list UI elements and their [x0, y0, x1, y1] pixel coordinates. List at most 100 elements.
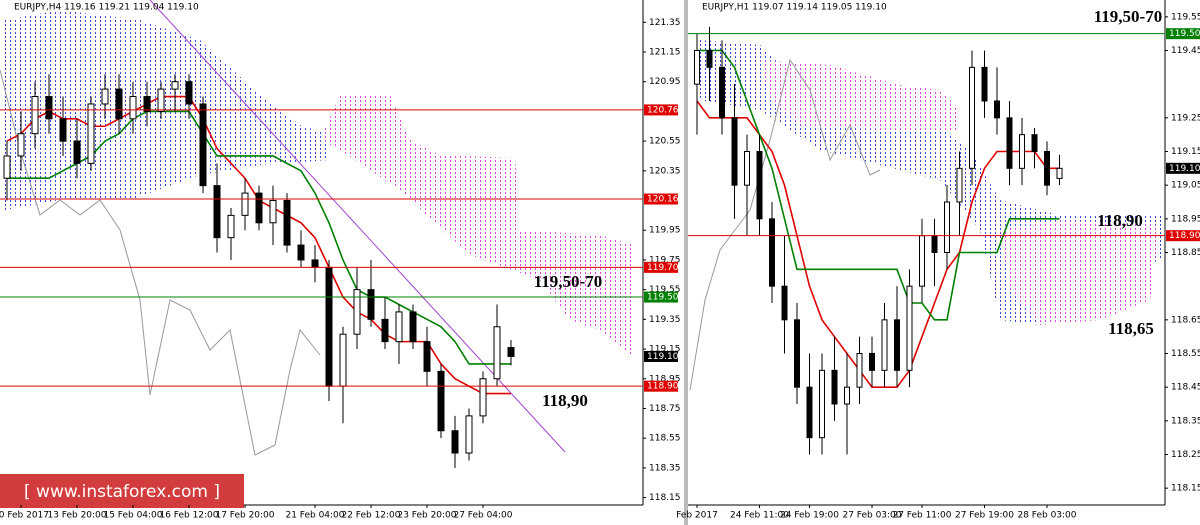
- y-tick-label: 118.65: [1171, 315, 1200, 325]
- indicator-line: [697, 49, 1060, 321]
- candle-body: [381, 318, 389, 343]
- candle-body: [781, 285, 788, 321]
- candle-body: [919, 235, 925, 287]
- y-tick-label: 118.55: [1171, 349, 1200, 359]
- level-label: 118.90: [647, 382, 679, 392]
- candle-body: [944, 201, 950, 253]
- candle-body: [199, 103, 207, 187]
- lagging-line: [689, 58, 881, 391]
- level-label: 119.70: [647, 263, 679, 273]
- y-tick-label: 118.55: [649, 434, 681, 444]
- y-tick-label: 118.75: [649, 404, 681, 414]
- level-label: 118.90: [1169, 231, 1200, 241]
- candle-body: [981, 66, 988, 102]
- candle-body: [756, 151, 763, 220]
- chart-header: EURJPY,H4 119.16 119.21 119.04 119.10: [14, 3, 199, 13]
- candle-body: [465, 415, 473, 454]
- watermark: [ www.instaforex.com ]: [24, 482, 220, 502]
- candle-body: [3, 155, 11, 179]
- level-label-box: [644, 104, 678, 116]
- candle-body: [87, 103, 95, 164]
- candle-body: [395, 311, 403, 343]
- candle-body: [101, 88, 109, 105]
- x-tick-label: Feb 2017: [676, 511, 718, 521]
- candle-body: [1031, 134, 1038, 153]
- x-tick-label: 27 Feb 03:00: [842, 511, 901, 521]
- x-tick-label: 28 Feb 03:00: [1017, 511, 1076, 521]
- level-label: 119.50: [647, 293, 679, 303]
- x-tick-label: 24 Feb 11:00: [730, 511, 789, 521]
- candle-body: [31, 96, 39, 135]
- y-tick-label: 119.05: [1171, 181, 1200, 191]
- candle-body: [143, 96, 151, 112]
- watermark-box: [0, 474, 244, 508]
- annotation: 118,65: [1108, 319, 1154, 338]
- annotation: 119,50-70: [1094, 7, 1162, 26]
- cloud: [760, 60, 960, 130]
- candle-body: [367, 289, 375, 320]
- candle-body: [906, 285, 913, 371]
- y-tick-label: 118.95: [1171, 214, 1200, 224]
- level-label-box: [644, 261, 678, 273]
- candle-body: [255, 192, 263, 224]
- candle-body: [241, 192, 249, 216]
- y-tick-label: 121.35: [649, 18, 681, 28]
- candle-body: [1044, 151, 1050, 186]
- y-tick-label: 119.45: [1171, 46, 1200, 56]
- candle-body: [185, 81, 193, 105]
- y-tick-label: 119.25: [1171, 113, 1200, 123]
- candle-body: [157, 88, 165, 112]
- candle-body: [794, 319, 800, 388]
- candle-body: [213, 185, 221, 239]
- candle-body: [227, 214, 235, 239]
- y-tick-label: 118.45: [1171, 383, 1200, 393]
- x-tick-label: 27 Feb 11:00: [892, 511, 951, 521]
- y-tick-label: 119.75: [649, 255, 681, 265]
- y-tick-label: 119.15: [649, 345, 681, 355]
- y-tick-label: 120.55: [649, 137, 681, 147]
- x-tick-label: 10 Feb 2017: [0, 511, 49, 521]
- candle-body: [694, 50, 700, 85]
- y-tick-label: 118.15: [649, 493, 681, 503]
- candle-body: [806, 386, 813, 439]
- candle-body: [17, 133, 25, 157]
- x-tick-label: 13 Feb 20:00: [47, 511, 106, 521]
- x-tick-label: 27 Feb 04:00: [453, 511, 512, 521]
- candle-body: [856, 353, 863, 388]
- candle-body: [831, 369, 838, 405]
- y-tick-label: 118.85: [1171, 248, 1200, 258]
- candle-body: [744, 151, 750, 186]
- candle-body: [479, 378, 487, 417]
- candle-body: [269, 200, 277, 224]
- level-label-box: [644, 193, 678, 205]
- candle-body: [1019, 134, 1025, 169]
- candle-body: [994, 100, 1000, 119]
- level-label-box: [644, 380, 678, 392]
- candle-body: [493, 326, 501, 380]
- candle-body: [409, 311, 417, 343]
- annotation: 118,90: [1097, 211, 1143, 230]
- cloud: [320, 95, 635, 360]
- candle-body: [423, 341, 431, 372]
- y-tick-label: 119.95: [649, 226, 681, 236]
- y-tick-label: 119.55: [649, 285, 681, 295]
- y-tick-label: 121.15: [649, 47, 681, 57]
- candle-body: [45, 96, 53, 120]
- candle-body: [731, 117, 738, 186]
- lagging-line: [0, 69, 321, 456]
- candle-body: [507, 347, 515, 357]
- x-tick-label: 27 Feb 19:00: [955, 511, 1014, 521]
- candle-body: [769, 218, 775, 287]
- annotation: 118,90: [542, 391, 588, 410]
- candle-body: [706, 50, 713, 68]
- candle-body: [881, 319, 888, 371]
- x-tick-label: 23 Feb 20:00: [397, 511, 456, 521]
- candle-body: [311, 259, 319, 268]
- x-tick-label: 15 Feb 04:00: [103, 511, 162, 521]
- candle-body: [1056, 167, 1063, 179]
- chart-header: EURJPY,H1 119.07 119.14 119.05 119.10: [702, 3, 887, 13]
- y-tick-label: 118.35: [1171, 416, 1200, 426]
- candle-body: [115, 88, 123, 120]
- cloud: [1000, 220, 1160, 325]
